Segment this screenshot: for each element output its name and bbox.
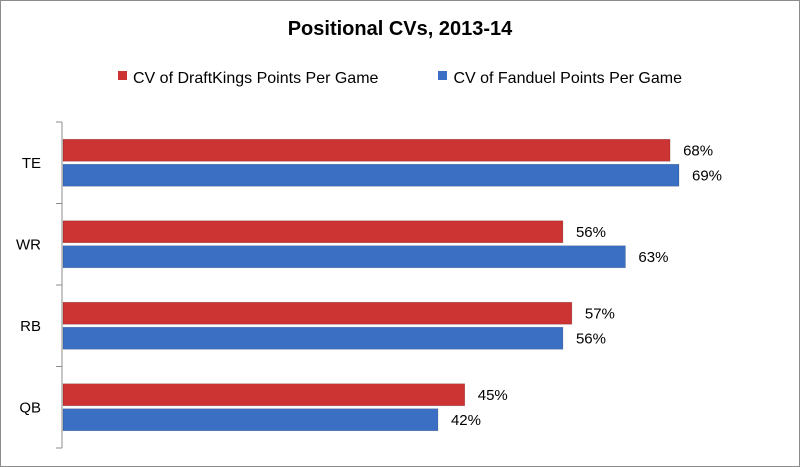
data-label-wr-draftkings: 56% bbox=[576, 224, 606, 241]
bar-rb-draftkings bbox=[62, 301, 573, 325]
bar-qb-draftkings bbox=[62, 383, 466, 407]
data-label-rb-draftkings: 57% bbox=[585, 305, 615, 322]
category-label-rb: RB bbox=[20, 318, 41, 335]
data-label-te-draftkings: 68% bbox=[683, 142, 713, 159]
legend-label-draftkings: CV of DraftKings Points Per Game bbox=[133, 70, 379, 87]
data-label-wr-fanduel: 63% bbox=[638, 249, 668, 266]
data-label-qb-draftkings: 45% bbox=[478, 387, 508, 404]
bar-te-fanduel bbox=[62, 163, 680, 187]
legend-swatch-draftkings bbox=[118, 70, 127, 80]
category-label-te: TE bbox=[22, 155, 41, 172]
bar-te-draftkings bbox=[62, 138, 671, 162]
category-label-wr: WR bbox=[16, 236, 41, 253]
legend-item-draftkings: CV of DraftKings Points Per Game bbox=[118, 70, 378, 88]
bar-wr-draftkings bbox=[62, 220, 564, 244]
legend-swatch-fanduel bbox=[438, 70, 448, 80]
data-label-te-fanduel: 69% bbox=[692, 167, 722, 184]
bar-qb-fanduel bbox=[62, 408, 439, 432]
category-label-qb: QB bbox=[19, 399, 41, 416]
data-label-rb-fanduel: 56% bbox=[576, 330, 606, 347]
bar-wr-fanduel bbox=[62, 245, 626, 269]
legend: CV of DraftKings Points Per Game CV of F… bbox=[0, 70, 800, 88]
legend-item-fanduel: CV of Fanduel Points Per Game bbox=[438, 70, 682, 88]
legend-label-fanduel: CV of Fanduel Points Per Game bbox=[453, 70, 682, 87]
data-label-qb-fanduel: 42% bbox=[451, 412, 481, 429]
chart-title: Positional CVs, 2013-14 bbox=[287, 18, 513, 40]
bar-rb-fanduel bbox=[62, 326, 564, 350]
